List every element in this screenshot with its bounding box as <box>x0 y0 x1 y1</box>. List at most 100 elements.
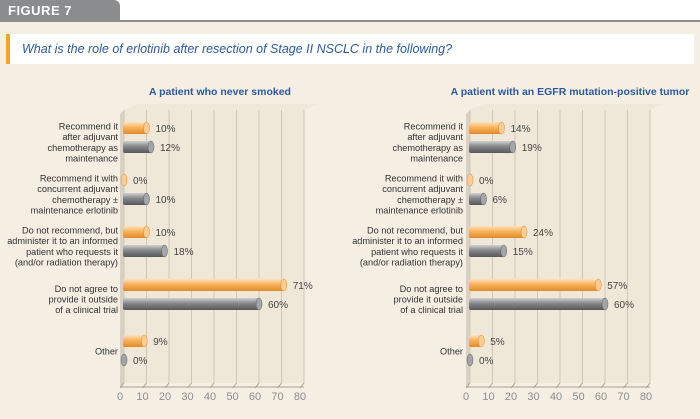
category-label: Recommend it with <box>385 174 463 184</box>
category-label: Do not recommend, but <box>22 226 118 236</box>
category-label: provide it outside <box>394 295 463 305</box>
x-tick-label: 80 <box>294 391 306 403</box>
data-label: 14% <box>511 124 531 135</box>
data-label: 60% <box>268 300 288 311</box>
x-tick-label: 60 <box>249 391 261 403</box>
bar-gray <box>469 245 505 257</box>
x-tick-label: 70 <box>271 391 283 403</box>
data-label: 0% <box>479 356 494 367</box>
data-label: 10% <box>156 195 176 206</box>
bar-cap-orange <box>595 278 602 292</box>
bar-cap-orange <box>498 121 505 135</box>
category-label: chemotherapy as <box>48 143 119 153</box>
category-label: chemotherapy ± <box>397 195 463 205</box>
bar-cap-gray <box>509 140 516 154</box>
category-label: Other <box>95 347 118 357</box>
data-label: 12% <box>160 143 180 154</box>
bar-gray <box>469 298 606 310</box>
x-tick-label: 20 <box>505 391 517 403</box>
bar-orange <box>123 226 148 238</box>
category-label: Do not agree to <box>55 284 118 294</box>
category-label: of a clinical trial <box>400 305 463 315</box>
x-tick-label: 50 <box>226 391 238 403</box>
left-panel-title: A patient who never smoked <box>149 86 291 98</box>
data-label: 15% <box>513 247 533 258</box>
category-label: Recommend it with <box>40 174 118 184</box>
category-label: of a clinical trial <box>55 305 118 315</box>
x-tick-label: 30 <box>527 391 539 403</box>
bar-cap-gray <box>143 192 150 206</box>
category-label: patient who requests it <box>371 247 463 257</box>
category-label: maintenance erlotinib <box>376 205 463 215</box>
data-label: 0% <box>133 176 148 187</box>
data-label: 18% <box>174 247 194 258</box>
bar-cap-orange <box>520 225 528 239</box>
data-label: 9% <box>153 337 168 348</box>
x-tick-label: 20 <box>159 391 171 403</box>
bar-orange <box>469 226 525 238</box>
data-label: 57% <box>607 281 627 292</box>
bar-cap-orange <box>141 334 148 348</box>
category-label: chemotherapy ± <box>52 195 118 205</box>
data-label: 5% <box>490 337 505 348</box>
category-label: (and/or radiation therapy) <box>360 257 463 267</box>
bar-cap-gray <box>601 297 609 311</box>
question-text: What is the role of erlotinib after rese… <box>22 42 453 56</box>
bar-cap-orange <box>478 334 485 348</box>
bar-orange <box>123 122 148 134</box>
category-label: after adjuvant <box>407 132 463 142</box>
bar-cap-gray <box>120 353 128 367</box>
x-tick-label: 80 <box>640 391 652 403</box>
bar-gray <box>123 298 260 310</box>
bar-cap-gray <box>147 140 155 154</box>
x-tick-label: 50 <box>572 391 584 403</box>
bar-gray <box>123 141 152 153</box>
category-label: administer it to an informed <box>7 236 118 246</box>
bar-orange <box>469 122 503 134</box>
bar-cap-gray <box>255 297 263 311</box>
x-tick-label: 40 <box>204 391 216 403</box>
bar-cap-orange <box>143 225 150 239</box>
category-label: Do not recommend, but <box>367 226 463 236</box>
bar-orange <box>123 279 285 291</box>
x-tick-label: 10 <box>482 391 494 403</box>
category-label: Recommend it <box>404 122 464 132</box>
x-tick-label: 0 <box>463 391 469 403</box>
x-tick-label: 10 <box>136 391 148 403</box>
bar-cap-orange <box>280 278 287 292</box>
bar-gray <box>469 141 514 153</box>
x-tick-label: 30 <box>181 391 193 403</box>
category-label: maintenance erlotinib <box>31 205 118 215</box>
bar-cap-orange <box>120 173 128 187</box>
category-label: maintenance <box>65 153 118 163</box>
bar-gray <box>123 193 148 205</box>
data-label: 0% <box>133 356 148 367</box>
category-label: after adjuvant <box>62 132 118 142</box>
bar-cap-gray <box>480 192 487 206</box>
category-label: administer it to an informed <box>352 236 463 246</box>
category-label: maintenance <box>410 153 463 163</box>
category-label: patient who requests it <box>26 247 118 257</box>
category-label: Recommend it <box>59 122 119 132</box>
bar-cap-gray <box>466 353 474 367</box>
data-label: 60% <box>614 300 634 311</box>
bar-gray <box>123 245 166 257</box>
data-label: 6% <box>493 195 508 206</box>
data-label: 24% <box>533 228 553 239</box>
data-label: 0% <box>479 176 494 187</box>
category-label: (and/or radiation therapy) <box>15 257 118 267</box>
x-tick-label: 0 <box>117 391 123 403</box>
category-label: Do not agree to <box>400 284 463 294</box>
data-label: 10% <box>156 228 176 239</box>
data-label: 10% <box>156 124 176 135</box>
bar-orange <box>469 279 600 291</box>
data-label: 19% <box>522 143 542 154</box>
bar-orange <box>123 335 146 347</box>
category-label: provide it outside <box>49 295 118 305</box>
x-tick-label: 60 <box>595 391 607 403</box>
category-label: chemotherapy as <box>393 143 464 153</box>
category-label: concurrent adjuvant <box>37 184 118 194</box>
x-tick-label: 70 <box>617 391 629 403</box>
bar-cap-orange <box>143 121 150 135</box>
